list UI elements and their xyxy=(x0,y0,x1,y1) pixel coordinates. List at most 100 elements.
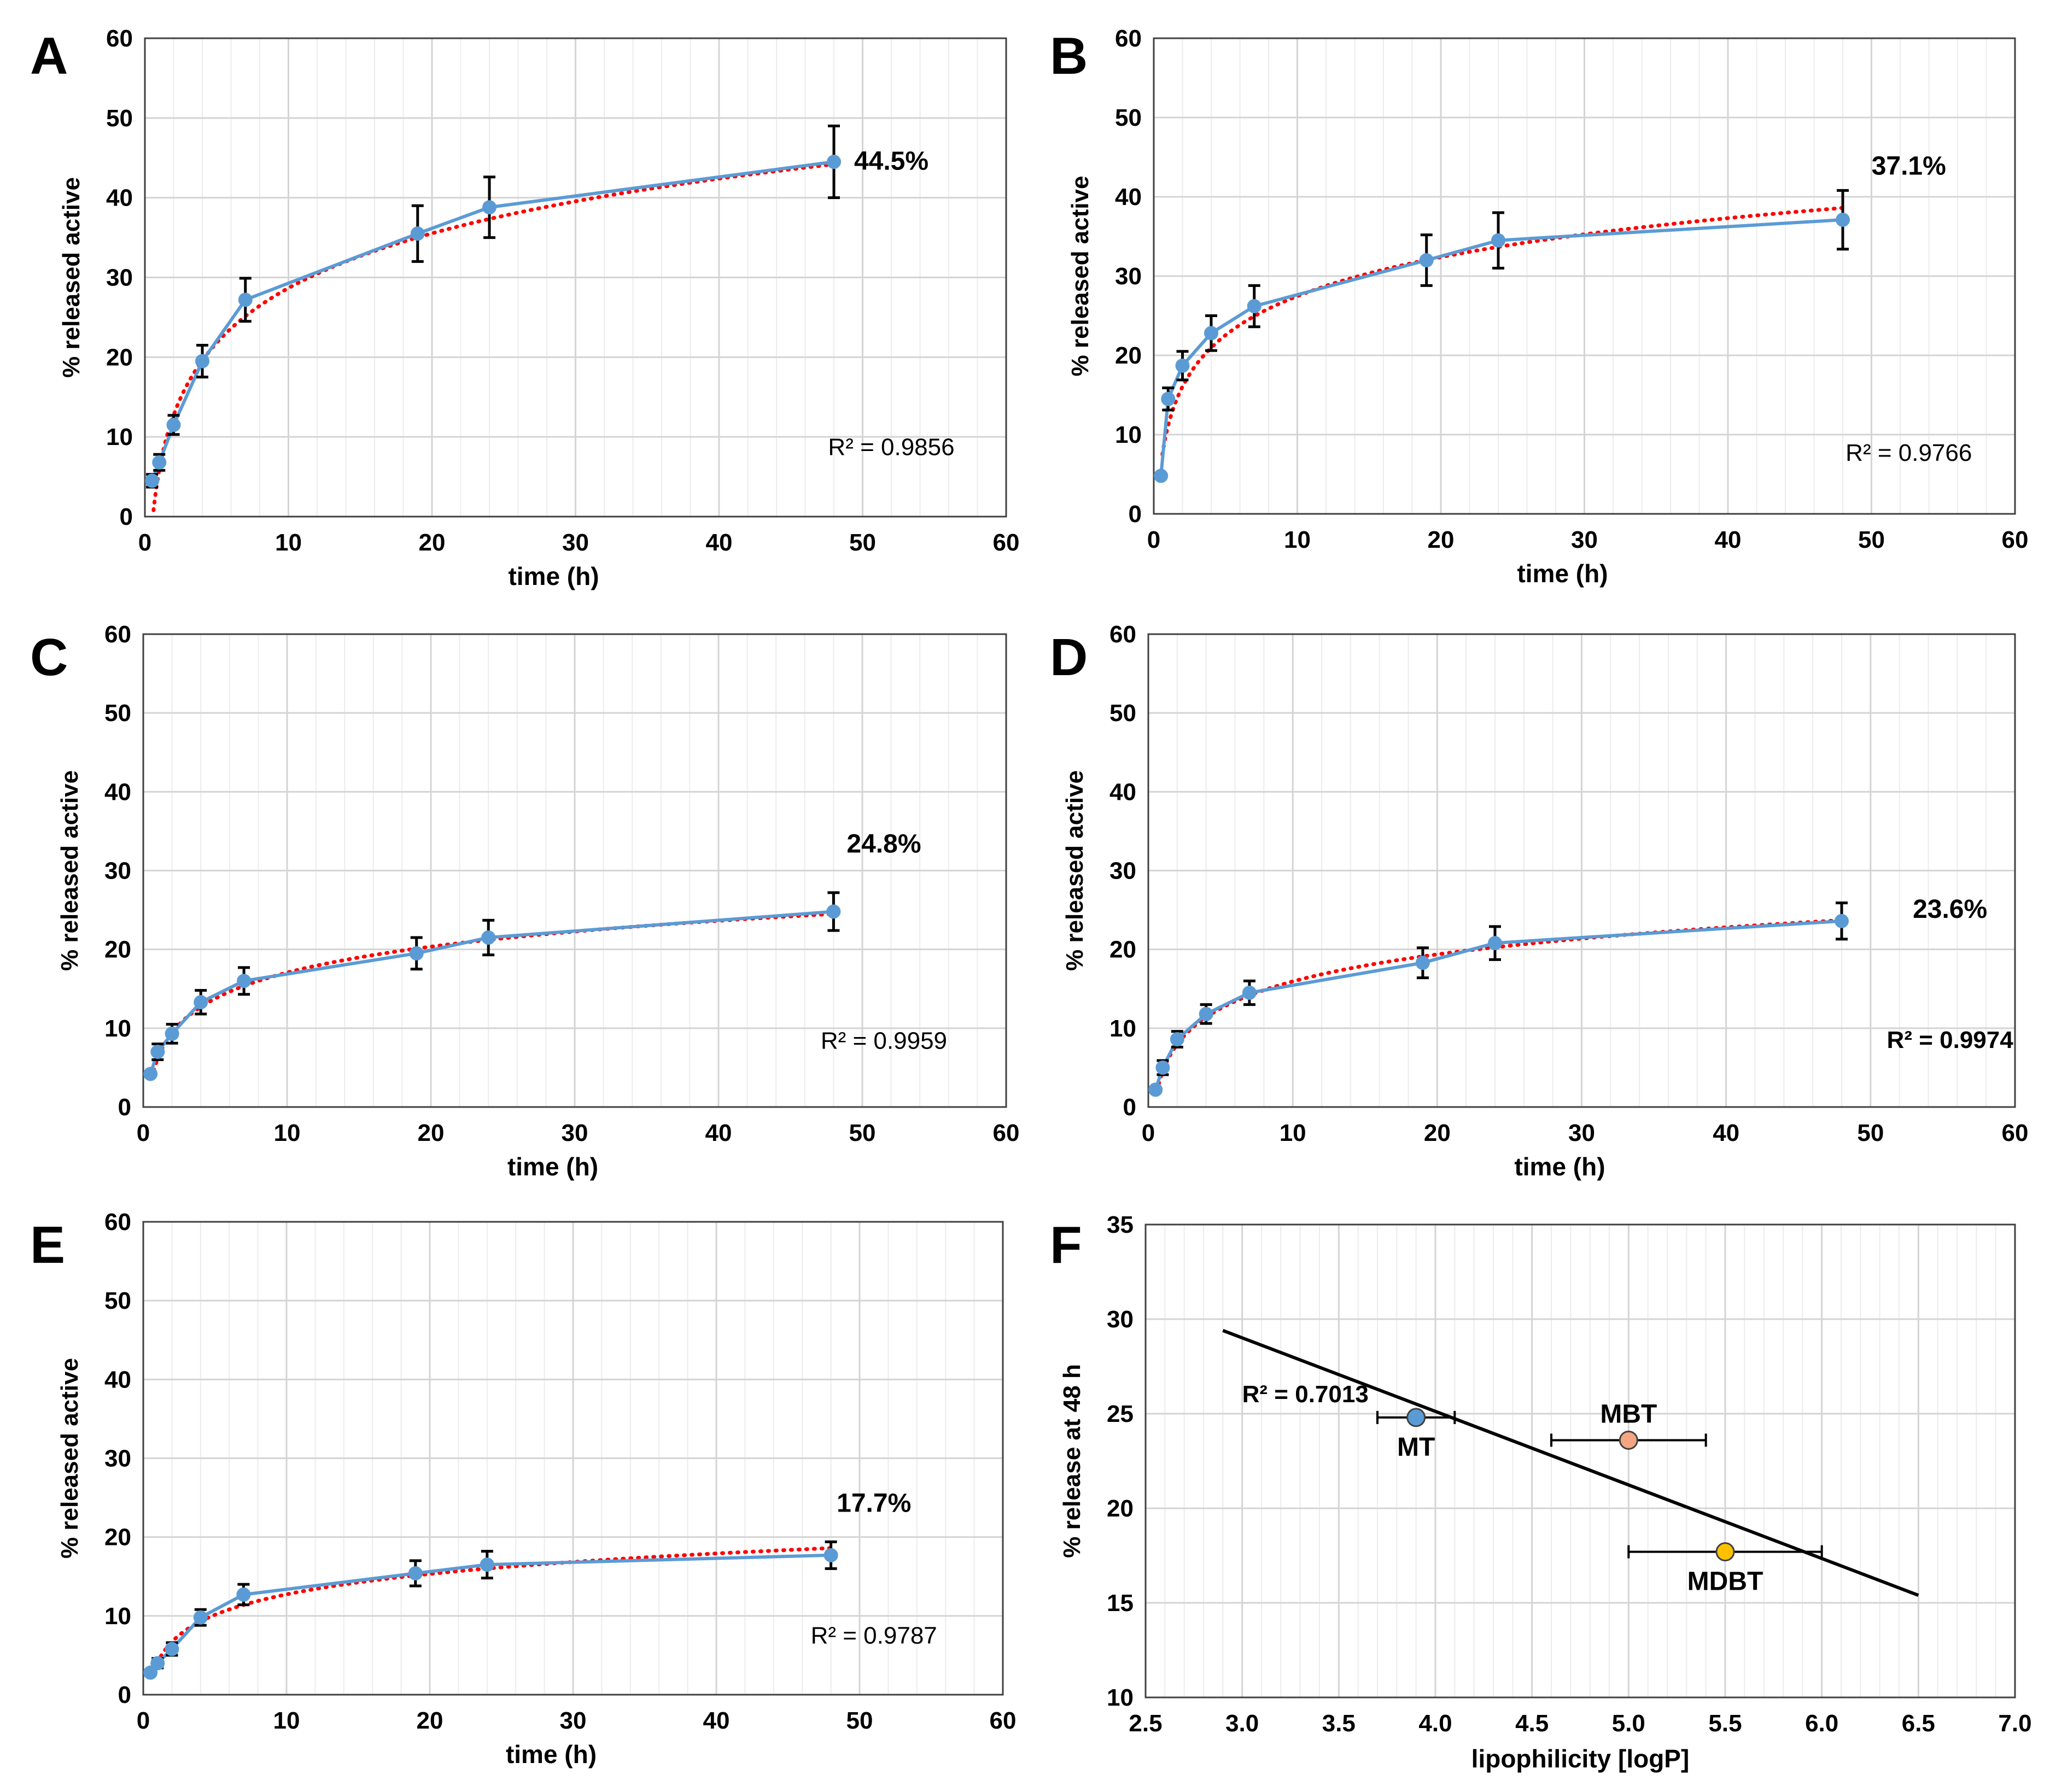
y-tick-label: 40 xyxy=(1115,184,1142,210)
y-tick-label: 30 xyxy=(106,265,133,291)
y-tick-label: 60 xyxy=(104,1209,131,1235)
y-tick-label: 20 xyxy=(104,936,131,963)
y-tick-label: 20 xyxy=(106,344,133,371)
panel-letter: C xyxy=(30,628,68,687)
x-axis-title: time (h) xyxy=(1517,559,1608,588)
plot-area xyxy=(1147,633,2016,1108)
plot-area xyxy=(144,37,1007,518)
x-tick-label: 60 xyxy=(2002,1120,2029,1146)
x-tick-label: 40 xyxy=(1713,1120,1739,1146)
data-point xyxy=(193,1610,208,1625)
y-axis-title: % release at 48 h xyxy=(1059,1364,1085,1558)
x-tick-label: 20 xyxy=(1424,1120,1451,1146)
panel-f: 2.5 3.0 3.5 4.0 4.5 5.0 5.5 6.0 6.5 7.0 10 15 20 25 30… xyxy=(1050,1211,2032,1773)
data-point xyxy=(1154,469,1169,483)
x-tick-label: 40 xyxy=(706,529,733,556)
grid-lines xyxy=(1144,1223,2016,1699)
y-tick-label: 10 xyxy=(1107,1684,1134,1711)
point-label: MDBT xyxy=(1687,1567,1763,1596)
y-tick-label: 30 xyxy=(1107,1306,1134,1333)
data-point xyxy=(165,1026,179,1041)
x-axis-title: time (h) xyxy=(508,562,599,590)
y-tick-label: 50 xyxy=(1115,104,1142,131)
x-tick-label: 50 xyxy=(1858,526,1885,553)
plot-area xyxy=(142,1221,1004,1696)
panel-letter: B xyxy=(1050,27,1088,85)
data-point xyxy=(823,1548,838,1562)
y-tick-label: 20 xyxy=(1109,936,1136,963)
y-tick-label: 15 xyxy=(1107,1590,1134,1617)
x-tick-label: 20 xyxy=(1428,526,1455,553)
x-tick-label: 0 xyxy=(137,1120,150,1146)
y-tick-label: 50 xyxy=(104,1287,131,1314)
y-tick-label: 0 xyxy=(1123,1094,1136,1121)
data-point xyxy=(165,1642,179,1656)
final-release-label: 23.6% xyxy=(1913,895,1987,924)
x-tick-label: 4.5 xyxy=(1515,1710,1549,1737)
final-release-label: 24.8% xyxy=(846,829,921,858)
panel-e: 0 10 20 30 40 50 60 0 10 20 30 40 50 60 time (h) % rele… xyxy=(30,1209,1016,1768)
y-tick-label: 60 xyxy=(1109,621,1136,648)
x-tick-label: 7.0 xyxy=(1998,1710,2031,1737)
y-tick-label: 50 xyxy=(1109,700,1136,727)
x-tick-label: 5.5 xyxy=(1708,1710,1742,1737)
data-point xyxy=(195,354,209,368)
panel-b: 0 10 20 30 40 50 60 0 10 20 30 40 50 60 time (h) % rele… xyxy=(1050,25,2028,588)
x-tick-label: 2.5 xyxy=(1129,1710,1162,1737)
x-tick-label: 30 xyxy=(1568,1120,1595,1146)
x-tick-label: 40 xyxy=(705,1120,732,1146)
x-tick-label: 10 xyxy=(1280,1120,1306,1146)
data-point xyxy=(1491,233,1505,248)
y-tick-label: 20 xyxy=(1107,1495,1134,1522)
x-tick-label: 40 xyxy=(1715,526,1742,553)
grid-lines xyxy=(144,37,1007,518)
data-point xyxy=(1836,213,1850,227)
data-point-mdbt xyxy=(1715,1542,1735,1562)
data-point xyxy=(480,1557,494,1572)
y-axis-title: % released active xyxy=(1061,770,1088,971)
y-tick-label: 40 xyxy=(104,1366,131,1393)
y-tick-label: 40 xyxy=(106,185,133,212)
data-point xyxy=(410,226,425,241)
x-tick-label: 4.0 xyxy=(1418,1710,1452,1737)
plot-area xyxy=(142,633,1007,1108)
r-squared-label: R² = 0.7013 xyxy=(1242,1381,1369,1408)
x-tick-label: 3.0 xyxy=(1225,1710,1259,1737)
x-axis-title: lipophilicity [logP] xyxy=(1471,1744,1690,1773)
y-tick-label: 0 xyxy=(118,1682,131,1708)
panel-d: 0 10 20 30 40 50 60 0 10 20 30 40 50 60 time (h) % rele… xyxy=(1050,621,2028,1181)
x-tick-label: 6.0 xyxy=(1805,1710,1838,1737)
x-tick-label: 10 xyxy=(1284,526,1311,553)
data-point xyxy=(150,1045,165,1059)
data-point xyxy=(1204,326,1218,341)
data-point xyxy=(1161,391,1176,406)
x-tick-label: 20 xyxy=(417,1707,443,1734)
data-point xyxy=(194,995,208,1010)
y-tick-label: 10 xyxy=(104,1015,131,1042)
y-tick-label: 40 xyxy=(1109,778,1136,805)
y-tick-label: 0 xyxy=(120,503,133,530)
x-tick-label: 30 xyxy=(562,1120,588,1146)
y-tick-label: 50 xyxy=(104,700,131,727)
x-tick-label: 0 xyxy=(1147,526,1160,553)
r-squared-label: R² = 0.9856 xyxy=(828,434,954,461)
data-point-mbt xyxy=(1619,1430,1638,1450)
data-point xyxy=(1247,299,1261,314)
grid-lines xyxy=(1147,633,2016,1108)
x-tick-label: 50 xyxy=(849,1120,876,1146)
x-tick-label: 50 xyxy=(1857,1120,1884,1146)
r-squared-label: R² = 0.9766 xyxy=(1845,440,1972,466)
x-tick-label: 20 xyxy=(419,529,446,556)
final-release-label: 37.1% xyxy=(1872,151,1946,180)
data-point xyxy=(1170,1032,1184,1047)
data-point xyxy=(1419,253,1434,267)
y-tick-label: 20 xyxy=(1115,342,1142,369)
panel-a: 0 10 20 30 40 50 60 0 10 20 30 40 50 60 time (h) % rele… xyxy=(30,25,1019,590)
fit-curve xyxy=(1160,206,1845,456)
panel-c: 0 10 20 30 40 50 60 0 10 20 30 40 50 60 time (h) % rele… xyxy=(30,621,1019,1181)
x-tick-label: 10 xyxy=(273,1707,300,1734)
data-point xyxy=(1155,1060,1170,1075)
data-point xyxy=(143,1665,158,1680)
data-line xyxy=(149,1553,831,1674)
